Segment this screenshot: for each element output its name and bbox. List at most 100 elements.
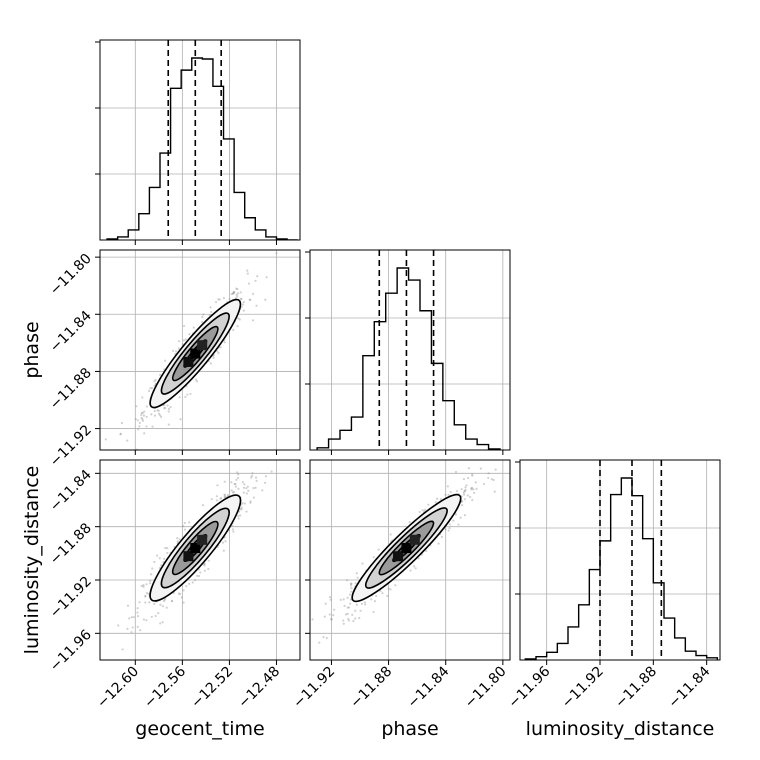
scatter-point (464, 486, 467, 489)
scatter-point (323, 615, 326, 618)
scatter-point (354, 582, 357, 585)
panel-frame (99, 249, 301, 451)
scatter-point (196, 574, 199, 577)
scatter-point (237, 517, 240, 520)
scatter-point (140, 411, 143, 414)
scatter-point (188, 521, 191, 524)
histogram-panel-geocent-time (95, 39, 301, 245)
scatter-point (467, 467, 471, 470)
scatter-point (245, 510, 248, 513)
scatter-point (328, 596, 332, 599)
scatter-point (345, 579, 349, 582)
scatter-point (232, 328, 235, 332)
scatter-point (235, 293, 238, 296)
scatter-point (372, 556, 375, 559)
scatter-point (177, 592, 181, 595)
scatter-point (231, 528, 235, 531)
scatter-point (355, 572, 358, 575)
scatter-point (264, 475, 268, 478)
scatter-point (149, 579, 152, 582)
scatter-point (201, 316, 204, 319)
scatter-point (145, 405, 148, 408)
scatter-point (479, 467, 482, 470)
scatter-point (373, 600, 377, 603)
scatter-point (329, 617, 333, 621)
scatter-point (143, 432, 146, 435)
scatter-point (437, 542, 440, 545)
scatter-point (177, 340, 181, 343)
scatter-point (494, 468, 497, 471)
scatter-point (251, 292, 255, 295)
scatter-point (490, 478, 493, 481)
scatter-point (230, 481, 233, 484)
scatter-point (117, 624, 120, 627)
scatter-point (254, 486, 257, 489)
scatter-point (163, 598, 166, 601)
scatter-point (358, 616, 361, 620)
scatter-point (169, 405, 172, 409)
histogram-panel-phase (305, 249, 511, 455)
scatter-point (381, 592, 384, 595)
scatter-point (249, 500, 252, 503)
scatter-point (241, 481, 244, 484)
scatter-point (130, 631, 133, 634)
scatter-point (379, 589, 382, 593)
density-peak (197, 534, 208, 545)
scatter-point (240, 506, 243, 509)
density-peak (393, 551, 404, 562)
scatter-point (215, 499, 219, 502)
scatter-point (354, 617, 357, 620)
scatter-point (219, 497, 222, 500)
scatter-point (462, 477, 466, 481)
scatter-point (162, 599, 166, 603)
x-axis-label-phase: phase (381, 718, 438, 740)
scatter-point (328, 613, 331, 616)
scatter-point (471, 474, 474, 477)
scatter-point (216, 484, 219, 487)
scatter-point (242, 486, 246, 489)
scatter-point (159, 603, 162, 606)
scatter-point (387, 587, 390, 590)
scatter-point (349, 584, 353, 587)
scatter-point (235, 478, 238, 481)
scatter-point (207, 567, 210, 571)
scatter-point (126, 439, 129, 442)
scatter-point (130, 616, 133, 619)
scatter-point (240, 508, 243, 511)
scatter-point (409, 569, 412, 572)
scatter-point (210, 497, 213, 501)
scatter-point (149, 582, 152, 585)
scatter-point (182, 339, 186, 342)
scatter-point (166, 547, 169, 550)
scatter-point (161, 605, 165, 608)
scatter-point (264, 298, 267, 301)
scatter-point (454, 470, 458, 474)
scatter-point (178, 592, 182, 596)
scatter-point (408, 521, 411, 524)
scatter-point (163, 557, 166, 560)
scatter-point (339, 598, 342, 601)
scatter-point (151, 425, 154, 428)
scatter-point (460, 488, 463, 491)
scatter-point (138, 421, 141, 425)
scatter-point (179, 418, 182, 421)
scatter-point (217, 298, 220, 301)
scatter-point (247, 282, 251, 285)
scatter-point (346, 596, 349, 599)
scatter-point (138, 601, 141, 604)
scatter-point (201, 504, 205, 507)
scatter-point (363, 601, 366, 604)
scatter-point (462, 491, 465, 494)
scatter-point (145, 619, 148, 622)
scatter-point (150, 413, 153, 416)
scatter-point (251, 472, 254, 475)
scatter-point (214, 300, 218, 304)
scatter-point (237, 473, 240, 476)
scatter-point (425, 549, 428, 553)
scatter-point (354, 609, 357, 612)
scatter-point (457, 523, 460, 526)
panel-frame (519, 459, 721, 661)
scatter-point (252, 496, 256, 499)
axis-labels: geocent_time phase luminosity_distance p… (21, 321, 714, 740)
scatter-point (158, 557, 161, 560)
